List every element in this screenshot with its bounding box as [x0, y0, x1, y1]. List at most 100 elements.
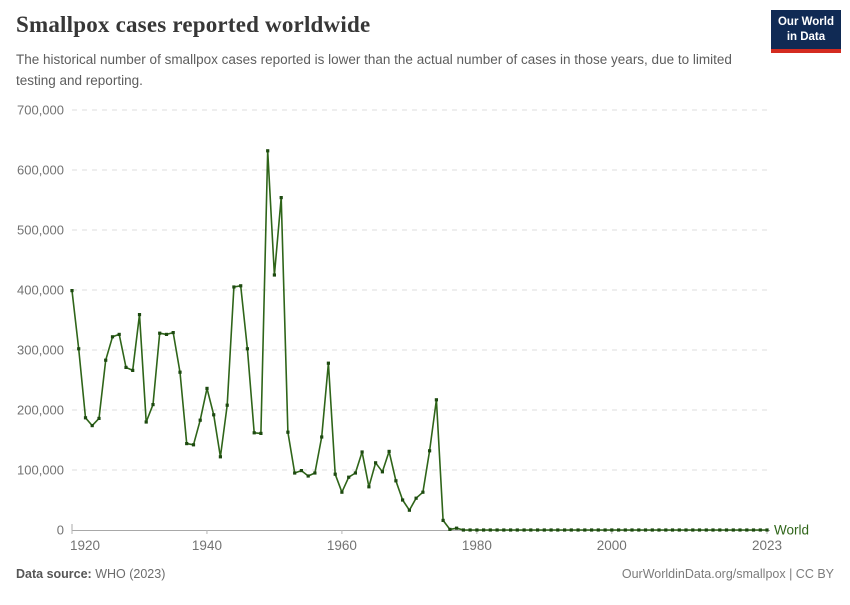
- data-point-1982[interactable]: [488, 528, 492, 532]
- data-point-1973[interactable]: [428, 449, 432, 453]
- data-point-2000[interactable]: [610, 528, 614, 532]
- data-point-1935[interactable]: [171, 331, 175, 335]
- data-point-1964[interactable]: [367, 485, 371, 489]
- data-point-2004[interactable]: [637, 528, 641, 532]
- data-point-1939[interactable]: [198, 418, 202, 422]
- data-point-2017[interactable]: [724, 528, 729, 532]
- data-point-1954[interactable]: [299, 469, 303, 473]
- data-point-1966[interactable]: [380, 470, 384, 474]
- data-point-1928[interactable]: [124, 365, 128, 369]
- data-point-1937[interactable]: [185, 442, 189, 446]
- data-point-1999[interactable]: [603, 528, 607, 532]
- data-point-1967[interactable]: [387, 449, 391, 453]
- data-point-1948[interactable]: [259, 431, 263, 435]
- data-point-1950[interactable]: [272, 273, 276, 277]
- data-point-1934[interactable]: [164, 332, 169, 336]
- data-point-1962[interactable]: [353, 471, 357, 475]
- data-point-1957[interactable]: [320, 435, 324, 439]
- data-point-1961[interactable]: [347, 475, 351, 479]
- data-point-1923[interactable]: [90, 424, 94, 428]
- data-point-1970[interactable]: [407, 508, 411, 512]
- data-point-1978[interactable]: [461, 528, 465, 532]
- data-point-1951[interactable]: [279, 196, 283, 200]
- data-point-1976[interactable]: [448, 527, 452, 531]
- data-point-2021[interactable]: [751, 528, 756, 532]
- data-point-1953[interactable]: [293, 471, 297, 475]
- data-point-2006[interactable]: [650, 528, 654, 532]
- data-point-1974[interactable]: [434, 398, 438, 402]
- data-point-2016[interactable]: [718, 528, 722, 532]
- data-point-1987[interactable]: [522, 528, 526, 532]
- data-point-2007[interactable]: [657, 528, 661, 532]
- owid-logo[interactable]: Our World in Data: [770, 10, 841, 53]
- data-point-1938[interactable]: [191, 443, 196, 447]
- data-point-1940[interactable]: [205, 386, 209, 390]
- data-point-1969[interactable]: [401, 498, 405, 502]
- data-point-2023[interactable]: [765, 528, 769, 532]
- data-point-2022[interactable]: [758, 528, 762, 532]
- data-point-2009[interactable]: [670, 528, 675, 532]
- data-point-1959[interactable]: [333, 472, 337, 476]
- data-point-1998[interactable]: [596, 528, 600, 532]
- data-point-1931[interactable]: [144, 420, 148, 424]
- data-point-2011[interactable]: [684, 528, 688, 532]
- data-point-1972[interactable]: [421, 490, 425, 494]
- data-point-1930[interactable]: [137, 313, 142, 317]
- data-point-1955[interactable]: [306, 474, 310, 478]
- data-point-1958[interactable]: [326, 361, 330, 365]
- data-point-1996[interactable]: [583, 528, 587, 532]
- data-point-2018[interactable]: [731, 528, 735, 532]
- data-point-1946[interactable]: [245, 347, 249, 351]
- data-point-1933[interactable]: [158, 331, 162, 335]
- data-point-1949[interactable]: [266, 149, 270, 153]
- data-point-1944[interactable]: [232, 285, 236, 289]
- data-point-1992[interactable]: [556, 528, 560, 532]
- data-point-2020[interactable]: [745, 528, 749, 532]
- data-point-1971[interactable]: [414, 496, 418, 500]
- data-point-1943[interactable]: [225, 403, 229, 407]
- data-point-1993[interactable]: [563, 528, 567, 532]
- data-point-2001[interactable]: [617, 528, 621, 532]
- data-point-1926[interactable]: [110, 335, 115, 339]
- data-point-1924[interactable]: [97, 416, 101, 420]
- data-point-1952[interactable]: [286, 430, 290, 434]
- data-point-1977[interactable]: [455, 526, 459, 530]
- data-point-1985[interactable]: [509, 528, 513, 532]
- data-point-1997[interactable]: [590, 528, 594, 532]
- attribution-link[interactable]: OurWorldinData.org/smallpox | CC BY: [621, 567, 834, 581]
- data-point-1920[interactable]: [70, 289, 74, 293]
- data-point-1963[interactable]: [360, 450, 364, 454]
- data-point-1922[interactable]: [83, 416, 88, 420]
- data-point-2002[interactable]: [623, 528, 627, 532]
- data-point-1921[interactable]: [77, 347, 81, 351]
- data-point-2003[interactable]: [630, 528, 634, 532]
- series-label-world[interactable]: World: [774, 523, 809, 538]
- data-point-1991[interactable]: [549, 528, 553, 532]
- data-point-1929[interactable]: [131, 368, 135, 372]
- data-point-2019[interactable]: [738, 528, 742, 532]
- data-point-1956[interactable]: [313, 471, 317, 475]
- data-point-1945[interactable]: [239, 284, 243, 288]
- data-point-1941[interactable]: [212, 413, 216, 417]
- data-point-1983[interactable]: [495, 528, 499, 532]
- data-point-1925[interactable]: [104, 358, 108, 362]
- data-point-2015[interactable]: [711, 528, 715, 532]
- data-point-1994[interactable]: [569, 528, 573, 532]
- data-point-1979[interactable]: [468, 528, 472, 532]
- data-point-1932[interactable]: [151, 403, 155, 407]
- data-point-1927[interactable]: [117, 332, 121, 336]
- data-point-1960[interactable]: [340, 490, 344, 494]
- data-point-1965[interactable]: [374, 461, 378, 465]
- data-point-1936[interactable]: [178, 370, 182, 374]
- data-point-1975[interactable]: [441, 518, 445, 522]
- data-point-1980[interactable]: [475, 528, 479, 532]
- data-point-1990[interactable]: [542, 528, 546, 532]
- data-point-1981[interactable]: [482, 528, 486, 532]
- data-point-1968[interactable]: [394, 479, 398, 483]
- data-point-2008[interactable]: [664, 528, 668, 532]
- data-point-2012[interactable]: [691, 528, 695, 532]
- data-point-1984[interactable]: [502, 528, 506, 532]
- data-point-2005[interactable]: [643, 528, 648, 532]
- data-point-2014[interactable]: [704, 528, 708, 532]
- data-point-1942[interactable]: [218, 455, 222, 459]
